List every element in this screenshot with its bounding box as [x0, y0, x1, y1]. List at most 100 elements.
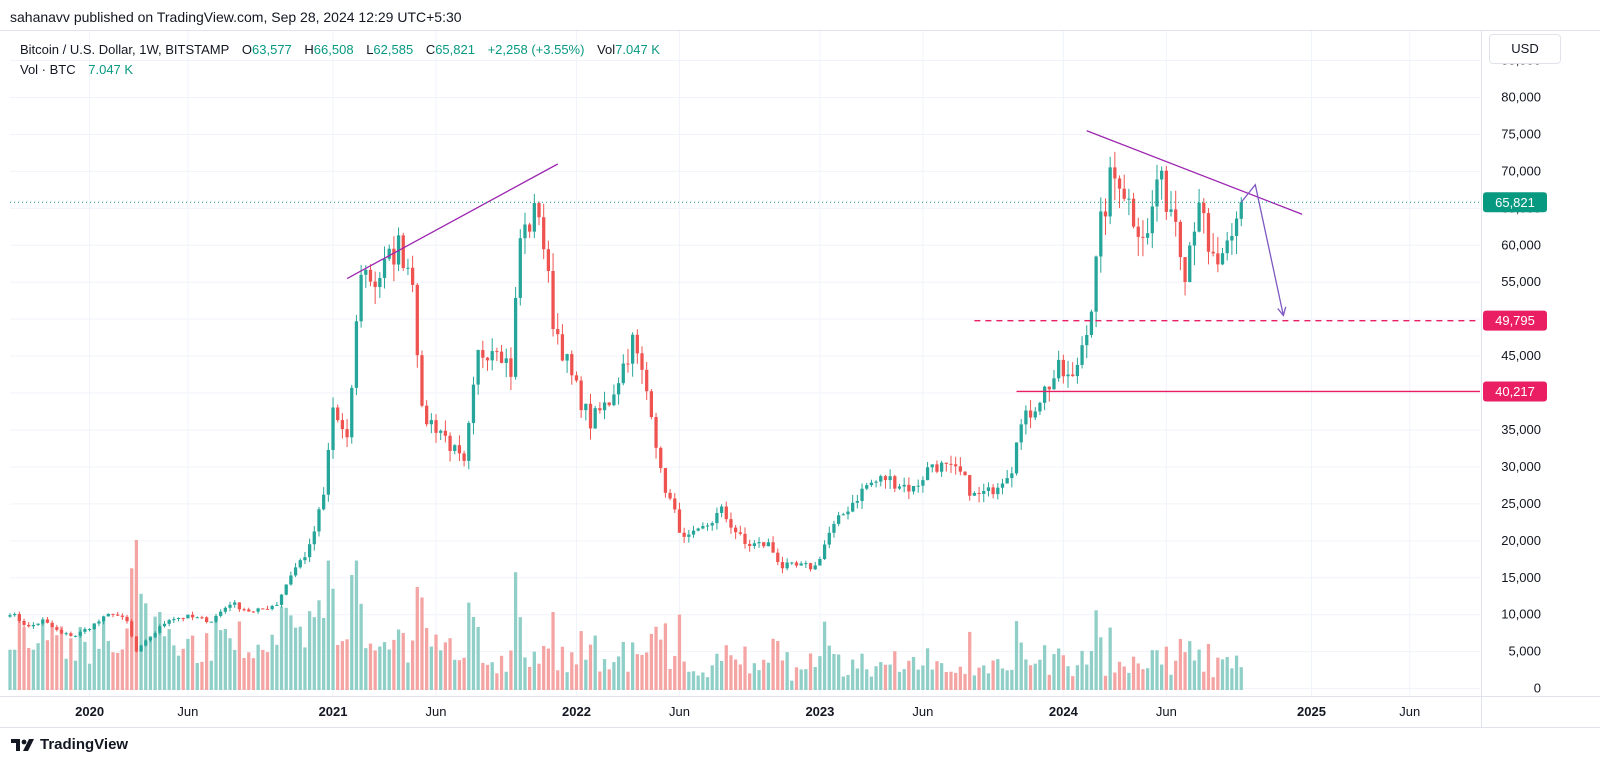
- candle-body: [13, 614, 17, 616]
- volume-bar: [382, 642, 387, 690]
- candle-body: [719, 506, 724, 513]
- tradingview-brand[interactable]: TradingView: [10, 736, 128, 753]
- candle-body: [954, 464, 958, 467]
- candle-body: [972, 492, 977, 496]
- volume-bar: [476, 627, 480, 690]
- candle-body: [1094, 256, 1098, 312]
- candle-body: [626, 363, 630, 365]
- volume-bar: [1033, 663, 1037, 690]
- candle-body: [158, 626, 162, 633]
- candle-body: [200, 617, 204, 619]
- y-tick-label: 55,000: [1501, 274, 1541, 289]
- candle-body: [588, 403, 593, 429]
- volume-bar: [41, 623, 45, 690]
- volume-bar: [1188, 641, 1192, 690]
- candle-body: [743, 533, 747, 544]
- candle-body: [406, 267, 410, 269]
- volume-bar: [808, 653, 813, 690]
- candle-body: [593, 408, 597, 429]
- candle-body: [701, 526, 705, 529]
- volume-bar: [631, 642, 635, 690]
- candle-body: [687, 534, 691, 537]
- candle-body: [1117, 178, 1122, 189]
- volume-bar: [1019, 642, 1023, 690]
- volume-bar: [270, 634, 274, 690]
- candle-body: [31, 624, 36, 627]
- candle-body: [1206, 213, 1211, 252]
- volume-bar: [481, 662, 485, 690]
- candle-body: [373, 281, 377, 288]
- candle-body: [855, 500, 859, 503]
- volume-bar: [1028, 665, 1033, 690]
- candle-body: [836, 515, 841, 524]
- volume-bar: [766, 662, 771, 690]
- volume-bar: [1099, 637, 1103, 690]
- candle-body: [1066, 374, 1070, 377]
- volume-bar: [832, 654, 836, 690]
- volume-bar: [1206, 643, 1211, 690]
- candle-body: [378, 277, 382, 288]
- candle-body: [794, 562, 799, 566]
- volume-indicator-title[interactable]: Vol · BTC: [20, 62, 76, 77]
- x-tick-label: 2022: [562, 704, 591, 719]
- candle-body: [654, 417, 658, 448]
- close-label: C: [425, 42, 436, 57]
- high-label: H: [304, 42, 314, 57]
- volume-bar: [612, 662, 616, 690]
- candle-body: [448, 435, 452, 451]
- volume-bar: [621, 641, 625, 690]
- volume-bar: [879, 662, 883, 690]
- volume-bar: [425, 628, 429, 690]
- publisher-line: sahanavv published on TradingView.com, S…: [10, 9, 462, 25]
- volume-bar: [729, 655, 733, 690]
- candle-body: [705, 525, 710, 527]
- symbol-title[interactable]: Bitcoin / U.S. Dollar, 1W, BITSTAMP: [20, 42, 230, 57]
- volume-bar: [1127, 672, 1131, 690]
- ohlc-row: Bitcoin / U.S. Dollar, 1W, BITSTAMP O63,…: [20, 40, 660, 60]
- candle-body: [649, 391, 654, 418]
- candle-body: [888, 476, 892, 481]
- candle-body: [631, 334, 635, 364]
- volume-bar: [434, 634, 438, 690]
- candle-body: [471, 384, 476, 424]
- candle-body: [738, 532, 742, 534]
- volume-bar: [518, 617, 522, 690]
- candle-body: [1136, 226, 1140, 237]
- volume-bar: [420, 597, 424, 690]
- candle-body: [499, 351, 504, 363]
- volume-bar: [682, 661, 686, 690]
- candle-body: [944, 462, 948, 464]
- candle-body: [233, 602, 237, 605]
- volume-bar: [186, 638, 190, 690]
- candle-body: [616, 383, 621, 395]
- currency-button[interactable]: USD: [1489, 34, 1561, 64]
- change-value: +2,258 (+3.55%): [487, 42, 585, 57]
- volume-bar: [1192, 660, 1197, 690]
- candle-body: [748, 543, 752, 547]
- candle-body: [813, 565, 817, 570]
- candle-body: [139, 645, 143, 652]
- y-tick-label: 45,000: [1501, 348, 1541, 363]
- candle-body: [851, 502, 855, 512]
- volume-bar: [565, 672, 569, 690]
- candle-body: [607, 402, 611, 406]
- candle-body: [668, 492, 672, 499]
- volume-bar: [1174, 660, 1178, 690]
- candle-body: [663, 468, 668, 493]
- volume-bar: [251, 658, 256, 690]
- candle-body: [453, 445, 457, 451]
- candle-body: [546, 249, 551, 272]
- volume-bar: [1057, 648, 1061, 690]
- volume-bar: [719, 660, 724, 690]
- candle-body: [359, 274, 363, 322]
- time-axis[interactable]: 2020 Jun 2021 Jun 2022 Jun 2023 Jun 2024 Jun 2025 J…: [75, 704, 1420, 719]
- candle-body: [1202, 202, 1206, 214]
- volume-bar: [935, 661, 939, 690]
- candle-body: [542, 217, 546, 250]
- volume-bar: [738, 664, 742, 690]
- x-tick-label: Jun: [1156, 704, 1177, 719]
- candle-body: [1178, 221, 1183, 258]
- candle-body: [69, 633, 73, 636]
- candle-body: [1192, 231, 1197, 246]
